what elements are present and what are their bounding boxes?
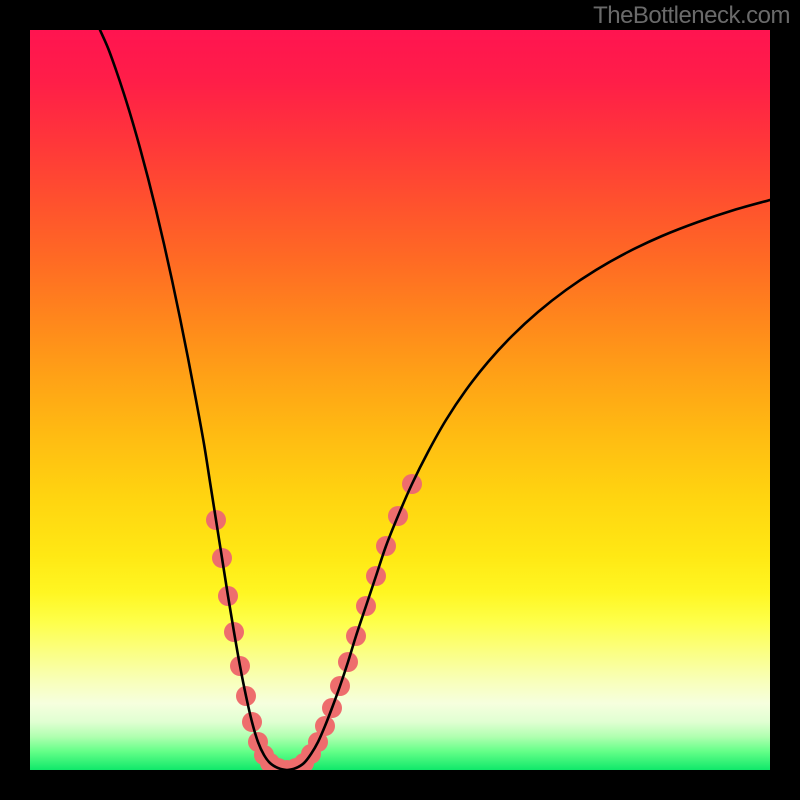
watermark-text: TheBottleneck.com <box>593 2 790 30</box>
plot-svg <box>30 30 770 770</box>
gradient-background <box>30 30 770 770</box>
chart-frame: TheBottleneck.com <box>0 0 800 800</box>
